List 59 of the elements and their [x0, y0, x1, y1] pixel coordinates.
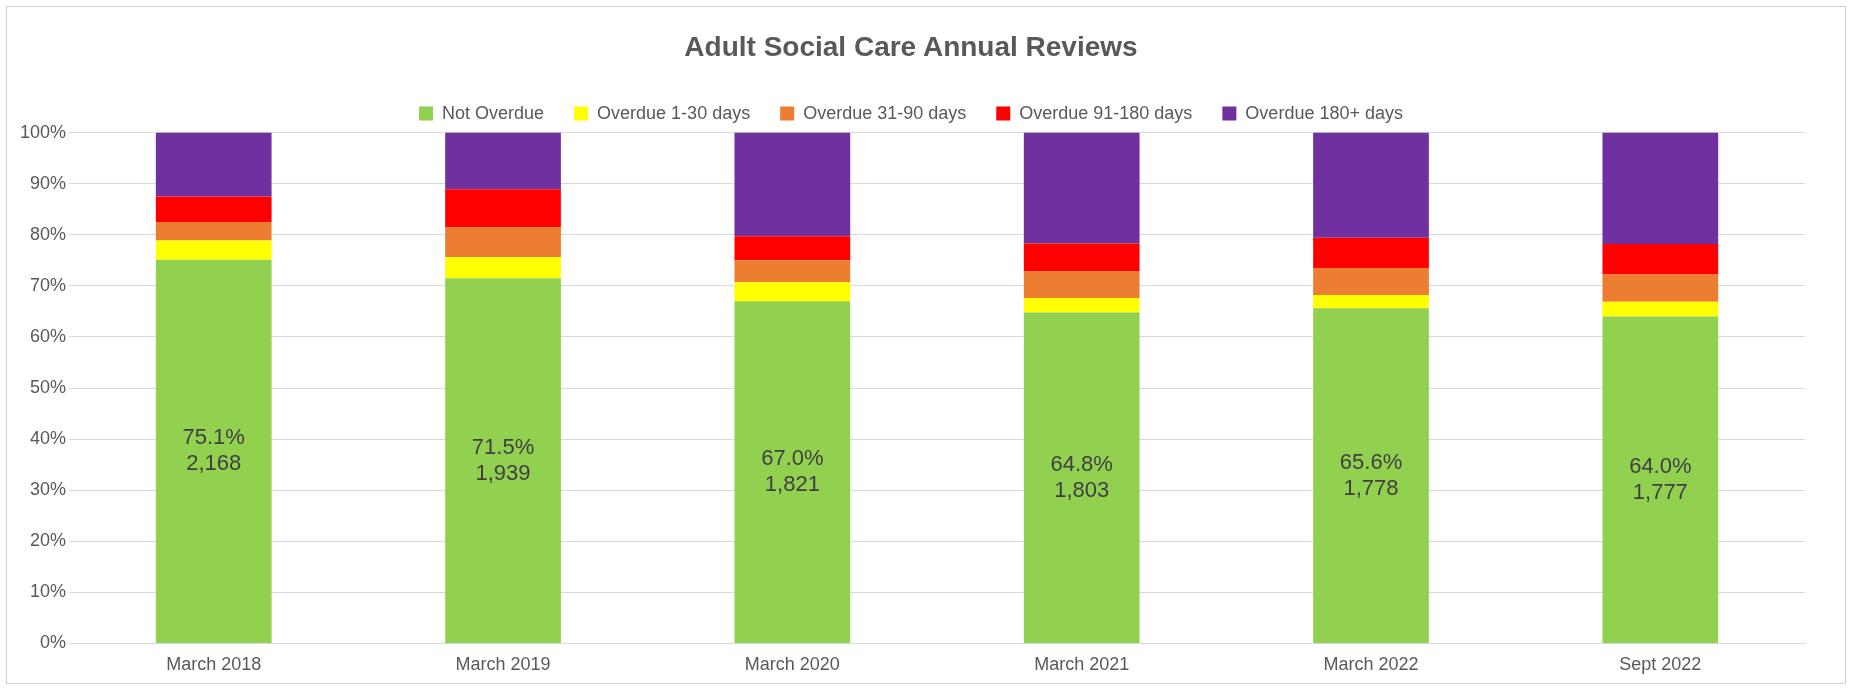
bar: [1023, 271, 1140, 299]
bar: [1313, 132, 1429, 238]
bar: [445, 132, 561, 190]
bar: [1023, 243, 1140, 272]
legend-label: Overdue 180+ days: [1245, 102, 1403, 123]
bar: [1313, 237, 1429, 268]
y-tick-label: 0%: [40, 632, 67, 653]
chart-title: Adult Social Care Annual Reviews: [684, 30, 1138, 62]
y-tick-label: 60%: [30, 325, 67, 346]
y-tick-label: 10%: [30, 581, 67, 602]
bar: [155, 132, 272, 197]
x-tick-label: March 2019: [455, 654, 551, 675]
bar: [445, 189, 561, 228]
bar: [1602, 243, 1719, 275]
bar: [734, 132, 851, 237]
data-label: 75.1% 2,168: [182, 424, 245, 476]
bar: [1023, 312, 1140, 643]
y-tick-label: 70%: [30, 274, 67, 295]
bar: [1602, 274, 1719, 302]
bar: [734, 236, 851, 261]
data-label: 65.6% 1,778: [1339, 448, 1403, 500]
data-label: 67.0% 1,821: [761, 445, 824, 497]
bar: [734, 282, 851, 302]
bar: [445, 227, 561, 258]
y-tick-label: 30%: [30, 479, 67, 500]
y-tick-label: 50%: [30, 376, 67, 397]
bar: [155, 196, 272, 222]
bar: [734, 301, 851, 643]
bar: [445, 278, 561, 643]
x-tick-label: March 2022: [1323, 654, 1419, 675]
bar: [1023, 132, 1140, 244]
bar: [1313, 308, 1429, 643]
bar: [155, 221, 272, 241]
y-tick-label: 40%: [30, 428, 67, 449]
data-label: 71.5% 1,939: [471, 433, 535, 485]
bar: [1602, 316, 1719, 643]
legend-label: Overdue 31-90 days: [803, 102, 967, 123]
bar: [1602, 301, 1719, 317]
bar: [734, 260, 851, 283]
bar: [155, 259, 272, 643]
bar: [1602, 132, 1719, 244]
legend-label: Not Overdue: [442, 102, 545, 123]
x-tick-label: March 2018: [166, 654, 262, 675]
x-tick-label: Sept 2022: [1619, 654, 1702, 675]
legend-label: Overdue 91-180 days: [1019, 102, 1193, 123]
bar: [1313, 267, 1429, 296]
legend-label: Overdue 1-30 days: [597, 102, 751, 123]
y-tick-label: 90%: [30, 172, 67, 193]
bar: [1313, 295, 1429, 309]
x-tick-label: March 2020: [744, 654, 840, 675]
y-tick-label: 80%: [30, 223, 67, 244]
bar: [445, 257, 561, 279]
data-label: 64.8% 1,803: [1050, 450, 1113, 502]
data-label: 64.0% 1,777: [1629, 452, 1692, 504]
y-tick-label: 20%: [30, 530, 67, 551]
x-tick-label: March 2021: [1034, 654, 1130, 675]
y-tick-label: 100%: [19, 121, 67, 142]
bar: [155, 240, 272, 260]
bar: [1023, 298, 1140, 313]
